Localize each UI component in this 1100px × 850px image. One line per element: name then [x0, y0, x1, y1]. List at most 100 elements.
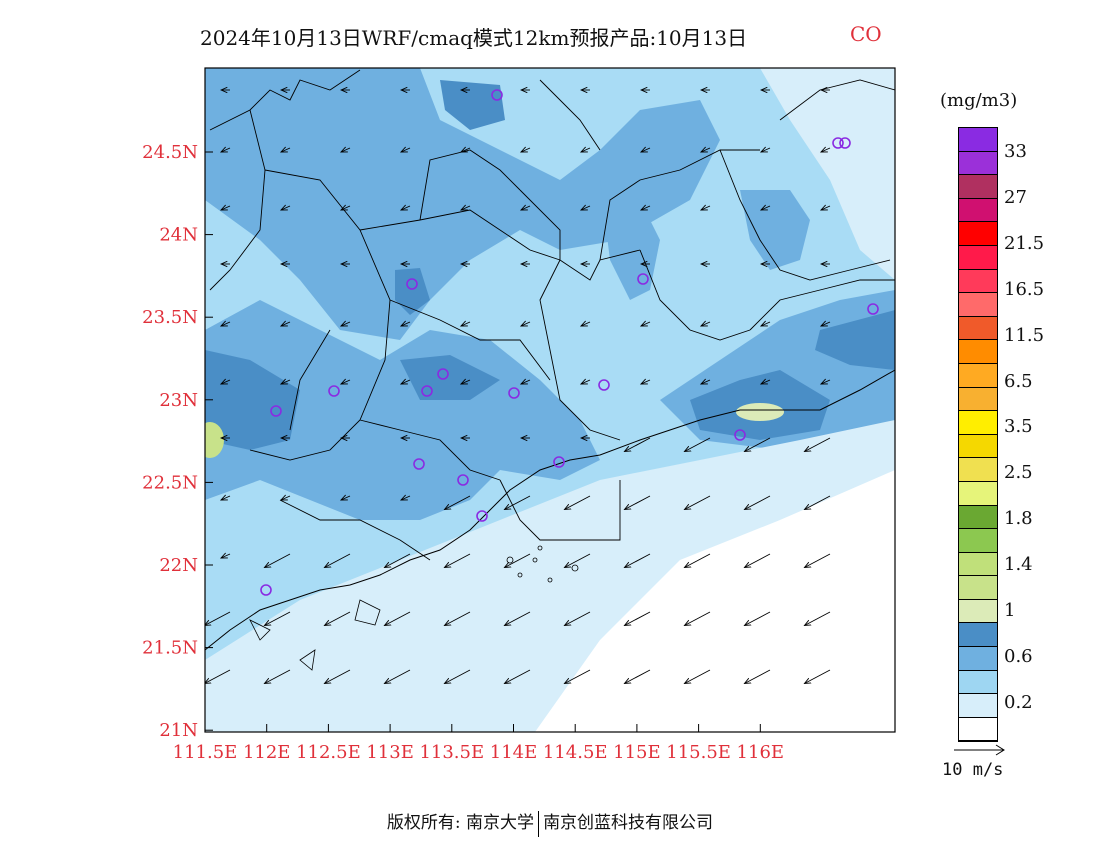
colorbar-cell: [959, 316, 997, 341]
co-dark-patch-far-east: [815, 310, 895, 370]
colorbar-tick-label: 0.6: [1004, 645, 1033, 667]
wind-arrow: [461, 322, 471, 326]
wind-arrow: [821, 380, 831, 384]
wind-arrow: [581, 148, 591, 152]
colorbar-cell: [959, 670, 997, 695]
wind-arrow: [805, 611, 831, 626]
wind-arrow: [461, 206, 471, 210]
co-dark-patch-mid: [395, 268, 430, 315]
wind-arrow: [461, 380, 471, 384]
wind-arrow: [341, 380, 351, 384]
wind-arrow: [265, 669, 291, 684]
colorbar: [958, 127, 998, 743]
wind-arrow: [641, 380, 651, 384]
colorbar-tick-label: 1.8: [1004, 508, 1033, 530]
station-marker: [421, 385, 433, 397]
wind-arrow: [745, 553, 771, 568]
colorbar-tick-label: 1.4: [1004, 554, 1033, 576]
wind-arrow: [325, 669, 351, 684]
colorbar-tick-label: 1: [1004, 600, 1016, 621]
wind-arrow: [745, 669, 771, 684]
co-mid-region-central: [205, 300, 600, 520]
wind-arrow: [221, 554, 231, 558]
monitoring-stations: [260, 89, 879, 596]
colorbar-cell: [959, 694, 997, 718]
wind-arrow: [325, 553, 351, 568]
footer: 版权所有: 南京大学 南京创蓝科技有限公司: [0, 808, 1100, 837]
wind-arrow: [745, 611, 771, 626]
wind-arrow: [685, 495, 711, 510]
wind-arrow: [641, 206, 651, 210]
co-dark-patch-west: [205, 350, 300, 450]
colorbar-cell: [959, 529, 997, 553]
wind-arrow: [761, 148, 771, 152]
colorbar-tick-label: 0.2: [1004, 691, 1033, 713]
wind-arrow: [805, 495, 831, 510]
wind-arrow: [521, 148, 531, 152]
co-hotspot-west: [205, 422, 224, 458]
colorbar-unit: (mg/m3): [940, 90, 1018, 111]
lon-tick-label: 115E: [613, 742, 661, 763]
latitude-axis: 24.5N 24N 23.5N 23N 22.5N 22N 21.5N 21N: [142, 142, 213, 741]
lon-tick-label: 116E: [737, 742, 785, 763]
wind-arrow: [341, 496, 351, 500]
colorbar-cell: [959, 576, 997, 600]
wind-arrow: [281, 206, 291, 210]
colorbar-cell: [959, 599, 997, 624]
wind-arrow: [761, 322, 771, 326]
wind-arrow: [445, 611, 471, 626]
wind-arrow: [505, 611, 531, 626]
wind-arrow: [341, 148, 351, 152]
station-marker: [867, 303, 879, 315]
wind-arrow: [445, 553, 471, 568]
wind-arrow: [625, 611, 651, 626]
lat-tick-label: 22N: [159, 555, 198, 576]
reference-arrow: [954, 744, 1005, 756]
colorbar-cell: [959, 647, 997, 671]
colorbar-tick-label: 16.5: [1004, 278, 1045, 300]
wind-arrow: [745, 437, 771, 452]
colorbar-cell: [959, 411, 997, 435]
wind-arrow: [281, 496, 291, 500]
lon-tick-label: 114E: [490, 742, 538, 763]
wind-arrow: [625, 669, 651, 684]
colorbar-cell: [959, 505, 997, 530]
lat-tick-label: 24.5N: [142, 142, 198, 163]
copyright-text: 版权所有: 南京大学: [386, 813, 535, 833]
colorbar-tick-label: 2.5: [1004, 462, 1033, 484]
wind-arrow: [805, 437, 831, 452]
species-label: CO: [850, 22, 882, 46]
station-marker: [598, 379, 610, 391]
admin-boundaries: [209, 69, 895, 561]
colorbar-cell: [959, 340, 997, 364]
wind-arrow: [325, 611, 351, 626]
colorbar-cell: [959, 222, 997, 246]
station-marker: [476, 510, 488, 522]
station-marker: [328, 385, 340, 397]
wind-arrow: [461, 148, 471, 152]
wind-arrow: [401, 496, 411, 500]
colorbar-tick-label: 11.5: [1004, 324, 1045, 346]
wind-arrow: [281, 148, 291, 152]
lon-tick-label: 111.5E: [173, 742, 238, 763]
co-mid-region-far-ne: [740, 190, 810, 270]
wind-arrow: [685, 437, 711, 452]
station-marker: [508, 387, 520, 399]
lat-tick-label: 21.5N: [142, 638, 198, 659]
wind-arrow: [401, 380, 411, 384]
footer-separator: [538, 810, 540, 837]
colorbar-tick-label: 27: [1004, 186, 1027, 208]
chart-title: 2024年10月13日WRF/cmaq模式12km预报产品:10月13日: [200, 26, 748, 50]
wind-arrow: [821, 148, 831, 152]
wind-arrow: [281, 380, 291, 384]
wind-arrow: [805, 553, 831, 568]
wind-arrow: [401, 322, 411, 326]
station-marker: [406, 278, 418, 290]
wind-arrow: [221, 496, 231, 500]
wind-arrow: [745, 495, 771, 510]
station-marker: [734, 429, 746, 441]
wind-arrow: [341, 322, 351, 326]
lon-tick-label: 112E: [243, 742, 291, 763]
colorbar-cell: [959, 717, 997, 742]
